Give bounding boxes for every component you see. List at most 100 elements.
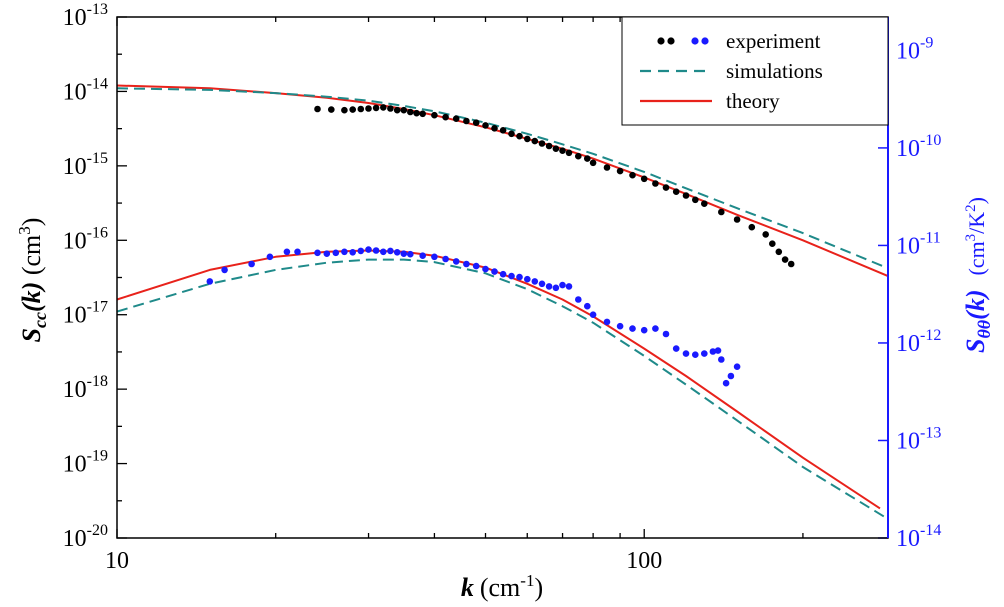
data-point-concentration (499, 127, 507, 134)
y-left-unit-end: ) (17, 218, 46, 227)
data-point-concentration (565, 149, 573, 157)
data-point-temperature (266, 253, 274, 261)
data-point-temperature (387, 247, 394, 255)
tick-exp: -13 (87, 1, 108, 18)
data-point-concentration (769, 240, 776, 247)
y-left-tick-label: 10-15 (63, 150, 108, 180)
data-point-concentration (781, 256, 789, 263)
data-point-temperature (349, 249, 357, 256)
legend-markers (640, 37, 712, 103)
data-point-concentration (575, 152, 582, 160)
tick-exp: -15 (87, 150, 108, 167)
data-point-concentration (328, 106, 335, 113)
data-point-concentration (463, 117, 470, 125)
y-left-tick-label: 10-13 (63, 1, 108, 31)
tick-base: 10 (63, 228, 87, 254)
data-point-temperature (221, 266, 228, 274)
tick-exp: -13 (920, 424, 941, 441)
data-point-temperature (380, 248, 387, 256)
x-tick-label: 10 (105, 548, 129, 574)
tick-exp: -14 (920, 522, 941, 539)
data-point-concentration (400, 106, 408, 114)
data-point-concentration (452, 115, 460, 122)
data-point-temperature (206, 278, 214, 285)
data-point-temperature (701, 350, 708, 357)
data-point-concentration (584, 155, 591, 162)
data-point-temperature (419, 252, 427, 259)
data-point-concentration (589, 159, 597, 167)
data-point-concentration (662, 184, 670, 191)
y-right-arg: (k) (961, 290, 990, 320)
y-left-tick-label: 10-20 (63, 522, 108, 552)
series-line-concentration-theory (116, 84, 889, 278)
y-right-tick-label: 10-11 (896, 229, 941, 259)
data-point-concentration (640, 175, 648, 183)
y-right-unit-end: ) (964, 197, 989, 204)
y-right-sub: θθ (974, 319, 994, 338)
data-point-temperature (662, 330, 670, 338)
series-layer (116, 84, 889, 520)
data-point-temperature (629, 325, 636, 332)
legend-marker-dot (667, 37, 675, 45)
x-axis-var: k (461, 573, 474, 602)
data-point-temperature (531, 278, 539, 285)
legend-marker-dot (657, 37, 665, 45)
tick-base: 10 (896, 331, 920, 357)
data-point-temperature (545, 283, 553, 290)
data-point-temperature (672, 345, 680, 352)
data-point-concentration (672, 188, 680, 195)
y-left-tick-label: 10-19 (63, 448, 108, 478)
x-axis-title: k (cm-1) (461, 571, 543, 602)
data-point-concentration (407, 108, 414, 116)
y-axis-left-title: Scc(k) (cm3) (15, 218, 50, 343)
data-point-temperature (499, 270, 507, 278)
data-point-concentration (538, 140, 546, 147)
data-point-temperature (365, 246, 372, 253)
data-point-concentration (718, 208, 725, 216)
data-point-temperature (718, 356, 725, 363)
data-point-concentration (419, 110, 427, 118)
y-left-tick-label: 10-16 (63, 224, 108, 254)
tick-labels: 10 10010-2010-1910-1810-1710-1610-1510-14… (63, 1, 942, 574)
data-point-temperature (589, 311, 597, 319)
data-point-temperature (452, 258, 460, 265)
legend-marker-dot (691, 37, 699, 45)
y-left-main: S (17, 328, 46, 342)
tick-exp: -10 (920, 132, 941, 149)
data-point-temperature (603, 318, 611, 326)
data-point-temperature (524, 275, 531, 283)
y-right-tick-label: 10-14 (896, 522, 941, 552)
tick-base: 10 (896, 136, 920, 162)
data-point-concentration (603, 164, 611, 171)
data-point-temperature (508, 272, 515, 280)
data-point-concentration (413, 109, 420, 117)
data-point-concentration (508, 130, 515, 138)
data-point-temperature (575, 296, 582, 303)
y-right-unit-sup1: 3 (963, 234, 979, 242)
data-point-concentration (516, 132, 523, 140)
legend-marker-dot (701, 37, 709, 45)
data-point-temperature (584, 302, 591, 310)
data-point-concentration (692, 196, 699, 204)
y-left-sub: cc (30, 312, 50, 328)
tick-exp: -19 (87, 448, 108, 465)
data-point-temperature (357, 247, 365, 255)
data-point-concentration (482, 122, 489, 129)
data-point-concentration (531, 137, 539, 145)
tick-base: 10 (63, 154, 87, 180)
data-point-concentration (682, 192, 690, 199)
tick-exp: -20 (87, 522, 108, 539)
data-point-concentration (472, 119, 480, 126)
data-point-concentration (733, 216, 741, 223)
y-left-arg: (k) (17, 282, 46, 312)
data-point-concentration (387, 105, 394, 112)
y-left-tick-label: 10-14 (63, 75, 108, 105)
data-point-temperature (332, 249, 340, 257)
y-left-tick-label: 10-17 (63, 299, 108, 329)
data-point-concentration (762, 231, 769, 238)
data-point-temperature (314, 249, 321, 257)
data-point-temperature (722, 379, 730, 387)
data-point-concentration (552, 145, 560, 152)
data-point-temperature (482, 265, 489, 273)
data-point-concentration (393, 106, 401, 114)
